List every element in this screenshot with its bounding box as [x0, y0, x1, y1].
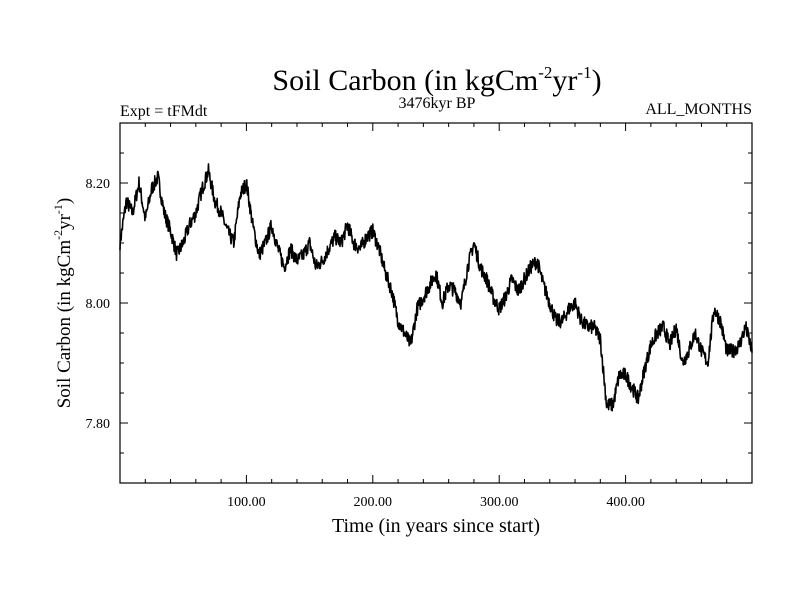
y-tick-label: 8.00	[86, 297, 111, 312]
chart-title-sup1: -2	[538, 63, 552, 82]
chart-title-mid: yr	[552, 64, 577, 97]
y-tick-label: 7.80	[86, 417, 111, 432]
chart-title-main: Soil Carbon (in kgCm	[272, 64, 538, 97]
x-tick-label: 100.00	[227, 495, 266, 510]
period-label: 3476kyr BP	[399, 95, 476, 112]
y-axis-label: Soil Carbon (in kgCm-2yr-1)	[51, 198, 75, 409]
chart-title-sup2: -1	[577, 63, 591, 82]
series-line-soil-carbon	[119, 163, 753, 412]
x-tick-label: 200.00	[354, 495, 393, 510]
axis-ticks: 100.00 200.00 300.00 400.00 7.80 8.00 8.20	[86, 123, 752, 510]
y-axis-label-mid: yr	[54, 213, 75, 230]
x-tick-label: 400.00	[606, 495, 645, 510]
y-axis-label-sup2: -1	[51, 204, 65, 214]
chart-title-end: )	[592, 64, 602, 97]
x-axis-label: Time (in years since start)	[332, 515, 540, 537]
y-axis-label-main: Soil Carbon (in kgCm	[54, 240, 75, 409]
chart-title: Soil Carbon (in kgCm-2yr-1)	[272, 63, 601, 97]
months-label: ALL_MONTHS	[645, 101, 752, 118]
experiment-label: Expt = tFMdt	[120, 103, 208, 120]
y-tick-label: 8.20	[86, 177, 111, 192]
plot-frame	[119, 122, 753, 484]
y-axis-label-sup1: -2	[51, 230, 65, 240]
y-axis-label-end: )	[54, 198, 75, 204]
x-tick-label: 300.00	[480, 495, 519, 510]
